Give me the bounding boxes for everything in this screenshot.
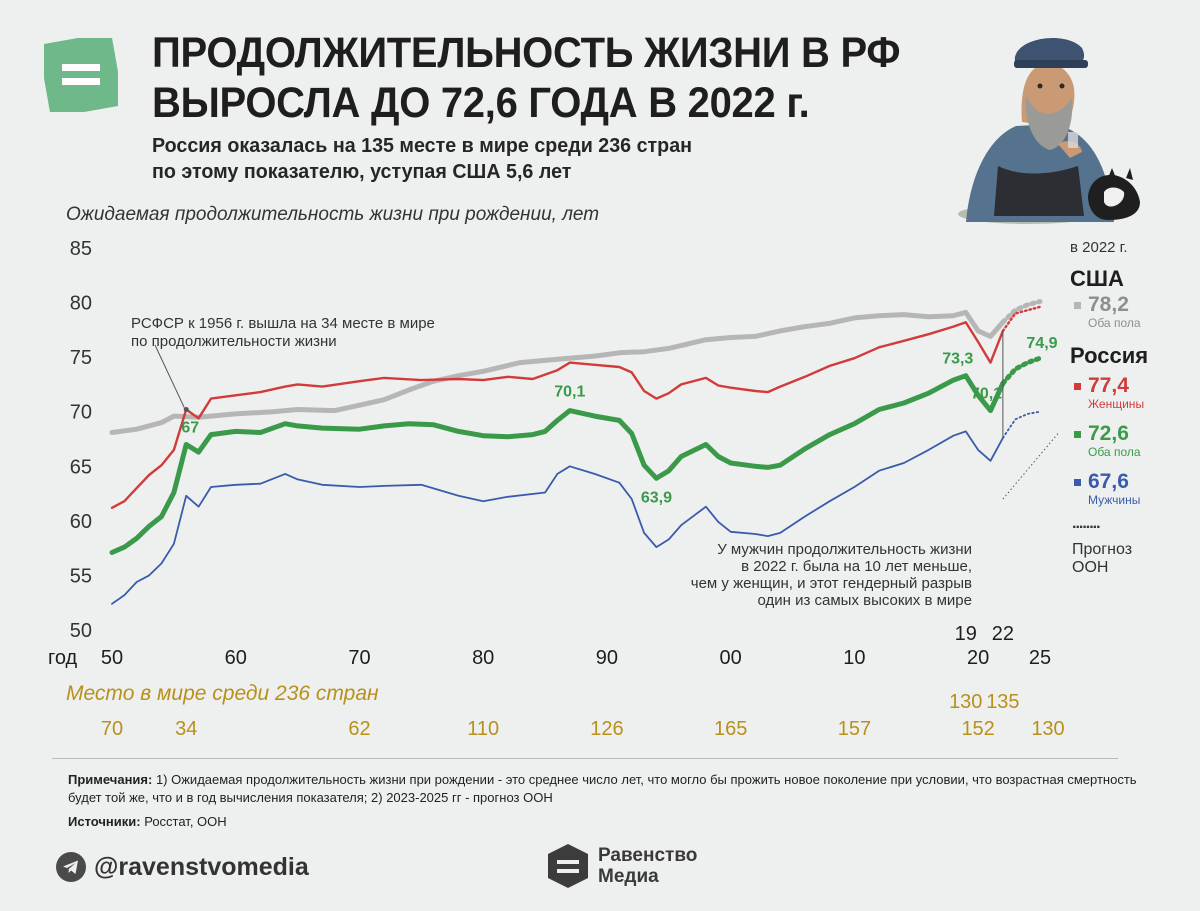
y-tick-label: 80 [70,293,92,315]
rank-label-upper: 135 [986,691,1019,713]
page-subtitle: Россия оказалась на 135 месте в мире сре… [152,133,692,185]
y-tick-label: 55 [70,565,92,587]
series-line-women [110,320,1005,509]
y-tick-label: 70 [70,402,92,424]
brand-line-1: Равенство [598,845,698,866]
legend-forecast-dots: ........ [1072,515,1100,532]
legend-value-women: 77,4 [1088,374,1129,397]
rank-label: 34 [175,718,197,740]
rank-label: 157 [838,718,871,740]
x-tick-label: 80 [472,647,494,669]
x-tick-label: 60 [225,647,247,669]
legend-swatch-both [1074,431,1081,438]
brand-logo-icon [548,844,588,888]
annotation-rsfsr-dot [183,407,189,413]
sources: Источники: Росстат, ООН [68,814,227,829]
telegram-icon [56,852,86,882]
rank-label: 126 [590,718,623,740]
rank-label: 70 [101,718,123,740]
series-forecast-usa [1000,299,1043,325]
x-tick-label-upper: 19 [955,623,977,645]
old-man-with-cat-illustration [958,37,1140,224]
point-label: 70,1 [554,384,585,401]
annotation-gender-line: У мужчин продолжительность жизни [717,541,972,558]
brand-line-2: Медиа [598,866,659,887]
y-tick-label: 50 [70,620,92,642]
rank-label: 165 [714,718,747,740]
y-tick-label: 85 [70,238,92,260]
legend-country-usa: США [1070,266,1124,291]
series-forecast-women [1001,305,1042,333]
y-tick-label: 60 [70,511,92,533]
point-label: 67 [181,419,199,436]
annotation-rsfsr-leader [154,344,185,408]
point-label: 74,9 [1026,335,1057,352]
legend-label-both: Оба пола [1088,445,1141,459]
x-axis-label: год [48,647,78,669]
subtitle-line-1: Россия оказалась на 135 месте в мире сре… [152,134,693,157]
legend-swatch-usa [1074,302,1081,309]
telegram-link[interactable]: @ravenstvomedia [56,850,309,884]
notes: Примечания: 1) Ожидаемая продолжительнос… [68,771,1148,807]
logo-icon [44,38,118,112]
point-label: 70,1 [971,386,1002,403]
rank-label: 110 [467,718,499,740]
series-forecast-both [1000,355,1043,386]
legend-value-men: 67,6 [1088,470,1129,493]
series-line-both [109,373,1006,555]
x-tick-label: 25 [1029,647,1051,669]
chart-title: Ожидаемая продолжительность жизни при ро… [66,204,599,225]
x-tick-label: 10 [843,647,865,669]
legend-value-both: 72,6 [1088,422,1129,445]
sources-label: Источники: [68,814,141,829]
rank-label-upper: 130 [949,691,982,713]
annotation-gender-line: один из самых высоких в мире [757,592,972,609]
legend-country-russia: Россия [1070,343,1148,368]
x-tick-label: 50 [101,647,123,669]
legend-forecast-label: Прогноз [1072,541,1132,558]
point-label: 73,3 [942,351,973,368]
ranks-title: Место в мире среди 236 стран [66,682,379,705]
subtitle-line-2: по этому показателю, уступая США 5,6 лет [152,160,572,183]
notes-text: 1) Ожидаемая продолжительность жизни при… [68,772,1137,805]
series-line-men [111,430,1004,605]
annotation-gender-line: чем у женщин, и этот гендерный разрыв [691,575,972,592]
annotation-rsfsr-line: РСФСР к 1956 г. вышла на 34 месте в мире [131,315,435,332]
legend-swatch-men [1074,479,1081,486]
series-line-usa [109,309,1006,435]
x-tick-label: 70 [348,647,370,669]
sources-text: Росстат, ООН [140,814,227,829]
x-tick-label: 00 [720,647,742,669]
title-line-2: ВЫРОСЛА ДО 72,6 ГОДА В 2022 г. [152,79,810,127]
legend-forecast-label-2: ООН [1072,559,1108,576]
brand: Равенство Медиа [546,842,697,890]
x-tick-label-upper: 22 [992,623,1014,645]
x-tick-label: 20 [967,647,989,669]
rank-label: 152 [961,718,994,740]
rank-label: 62 [348,718,370,740]
divider [52,758,1118,759]
annotation-rsfsr-line: по продолжительности жизни [131,333,337,350]
legend-label-women: Женщины [1088,397,1144,411]
telegram-handle: @ravenstvomedia [94,852,309,881]
rank-label: 130 [1031,718,1064,740]
legend-year: в 2022 г. [1070,239,1127,256]
y-tick-label: 75 [70,347,92,369]
legend-value-usa: 78,2 [1088,293,1129,316]
notes-label: Примечания: [68,772,153,787]
y-tick-label: 65 [70,456,92,478]
legend-swatch-women [1074,383,1081,390]
annotation-gender-leader [1002,433,1059,500]
annotation-gender-line: в 2022 г. была на 10 лет меньше, [741,558,972,575]
life-expectancy-chart: Ожидаемая продолжительность жизни при ро… [48,204,1148,740]
legend-sub-usa: Оба пола [1088,316,1141,330]
series-forecast-men [1002,410,1041,439]
point-label: 63,9 [641,489,672,506]
title-line-1: ПРОДОЛЖИТЕЛЬНОСТЬ ЖИЗНИ В РФ [152,29,901,77]
page-title: ПРОДОЛЖИТЕЛЬНОСТЬ ЖИЗНИ В РФ ВЫРОСЛА ДО … [152,28,900,128]
x-tick-label: 90 [596,647,618,669]
legend-label-men: Мужчины [1088,493,1140,507]
